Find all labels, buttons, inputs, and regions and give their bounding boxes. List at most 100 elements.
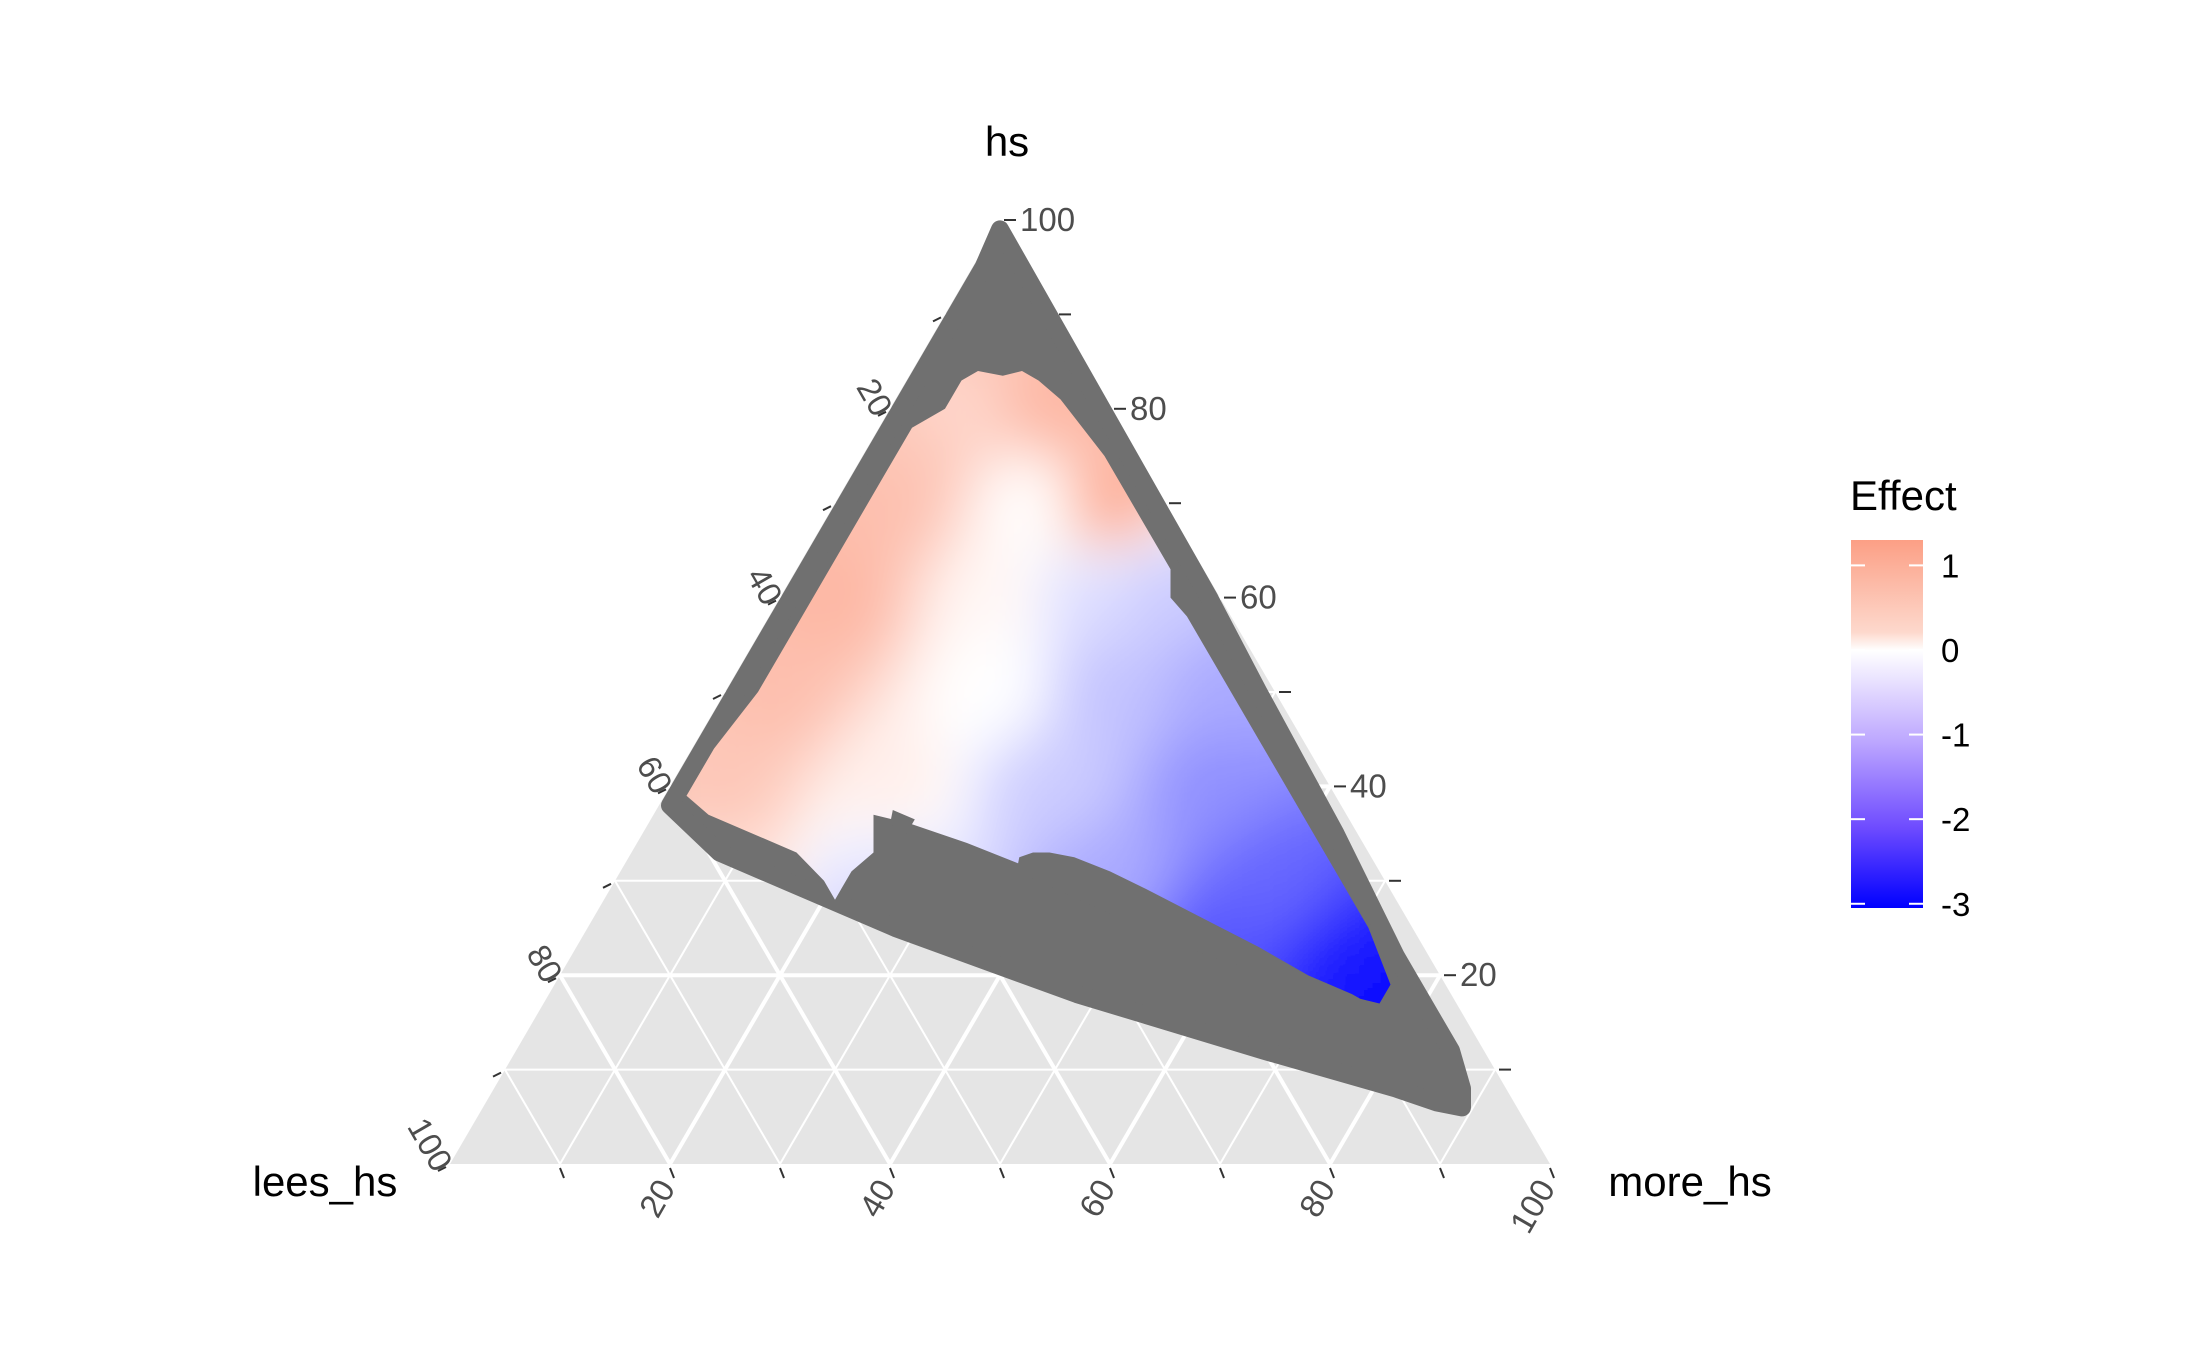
surface-cell	[814, 680, 840, 706]
surface-cell	[682, 240, 708, 266]
surface-cell	[1166, 658, 1192, 684]
grid-line	[614, 880, 781, 1165]
surface-cell	[638, 614, 664, 640]
surface-cell	[1452, 724, 1478, 750]
legend-tick-label: 1	[1941, 547, 1959, 584]
surface-cell	[902, 460, 928, 486]
surface-cell	[1144, 614, 1170, 640]
surface-cell	[814, 834, 840, 860]
surface-cell	[1276, 812, 1302, 838]
surface-cell	[660, 658, 686, 684]
surface-cell	[1298, 438, 1324, 464]
surface-cell	[1452, 504, 1478, 530]
surface-cell	[1144, 746, 1170, 772]
surface-cell	[704, 240, 730, 266]
surface-cell	[1166, 328, 1192, 354]
surface-cell	[990, 658, 1016, 684]
surface-cell	[1232, 371, 1258, 376]
surface-cell	[902, 504, 928, 530]
surface-cell	[880, 636, 906, 662]
surface-cell	[686, 416, 708, 442]
surface-cell	[1276, 834, 1302, 860]
surface-cell	[704, 284, 730, 310]
surface-cell	[968, 482, 994, 508]
surface-cell	[660, 636, 686, 662]
surface-cell	[1430, 680, 1456, 706]
masked-region-hole	[1016, 852, 1369, 1004]
surface-cell	[1188, 812, 1214, 838]
top-axis-tick-label: 40	[1350, 767, 1387, 804]
surface-cell	[638, 262, 664, 288]
surface-cell	[1100, 592, 1126, 618]
surface-cell	[836, 658, 862, 684]
surface-cell	[704, 570, 730, 596]
surface-cell	[1232, 526, 1258, 552]
surface-cell	[1232, 218, 1258, 244]
top-axis-tick-label: 20	[1460, 956, 1497, 993]
surface-cell	[1364, 812, 1390, 838]
surface-cell	[638, 482, 664, 508]
tick-mark	[602, 882, 612, 889]
surface-cell	[1276, 371, 1302, 376]
surface-cell	[1320, 306, 1346, 332]
surface-cell	[686, 658, 708, 684]
surface-cell	[1474, 394, 1500, 420]
surface-cell	[1386, 768, 1391, 794]
surface-cell	[1210, 482, 1236, 508]
surface-cell	[748, 504, 774, 530]
surface-cell	[1386, 856, 1391, 882]
surface-cell	[814, 394, 840, 420]
surface-cell	[968, 394, 994, 420]
surface-cell	[858, 306, 884, 332]
surface-cell	[1012, 482, 1038, 508]
surface-cell	[946, 504, 972, 530]
surface-cell	[1034, 702, 1060, 728]
surface-cell	[1188, 504, 1214, 530]
surface-cell	[1012, 394, 1038, 420]
surface-cell	[1452, 548, 1478, 574]
surface-cell	[990, 790, 1016, 816]
surface-cell	[1034, 240, 1060, 266]
surface-cell	[1474, 856, 1500, 882]
surface-cell	[1430, 636, 1456, 662]
surface-cell	[726, 460, 752, 486]
surface-cell	[792, 262, 818, 288]
surface-cell	[1430, 438, 1456, 464]
surface-cell	[1474, 372, 1500, 398]
surface-cell	[1408, 372, 1434, 398]
surface-cell	[1430, 856, 1456, 882]
surface-cell	[1188, 768, 1214, 794]
surface-cell	[990, 592, 1016, 618]
surface-cell	[814, 218, 840, 244]
surface-cell	[1188, 878, 1214, 904]
surface-cell	[726, 548, 752, 574]
surface-cell	[968, 768, 994, 794]
surface-cell	[748, 482, 774, 508]
surface-cell	[686, 438, 708, 464]
surface-cell	[1254, 460, 1280, 486]
surface-cell	[1452, 460, 1478, 486]
surface-cell	[814, 416, 840, 442]
surface-cell	[1078, 570, 1104, 596]
surface-cell	[990, 812, 1016, 838]
surface-cell	[770, 284, 796, 310]
surface-cell	[924, 482, 950, 508]
surface-cell	[1276, 878, 1302, 904]
surface-cell	[682, 328, 708, 354]
surface-cell	[1342, 636, 1368, 662]
surface-cell	[1298, 856, 1324, 882]
surface-cell	[836, 680, 862, 706]
surface-cell	[1012, 460, 1038, 486]
surface-cell	[1342, 680, 1368, 706]
right-axis-tick-label: 20	[632, 1173, 682, 1223]
surface-cell	[1320, 371, 1346, 376]
surface-cell	[858, 548, 884, 574]
surface-cell	[1386, 482, 1391, 508]
surface-cell	[704, 592, 730, 618]
surface-cell	[924, 658, 950, 684]
surface-cell	[1078, 328, 1104, 354]
surface-cell	[704, 482, 730, 508]
surface-cell	[1188, 790, 1214, 816]
surface-cell	[990, 768, 1016, 794]
